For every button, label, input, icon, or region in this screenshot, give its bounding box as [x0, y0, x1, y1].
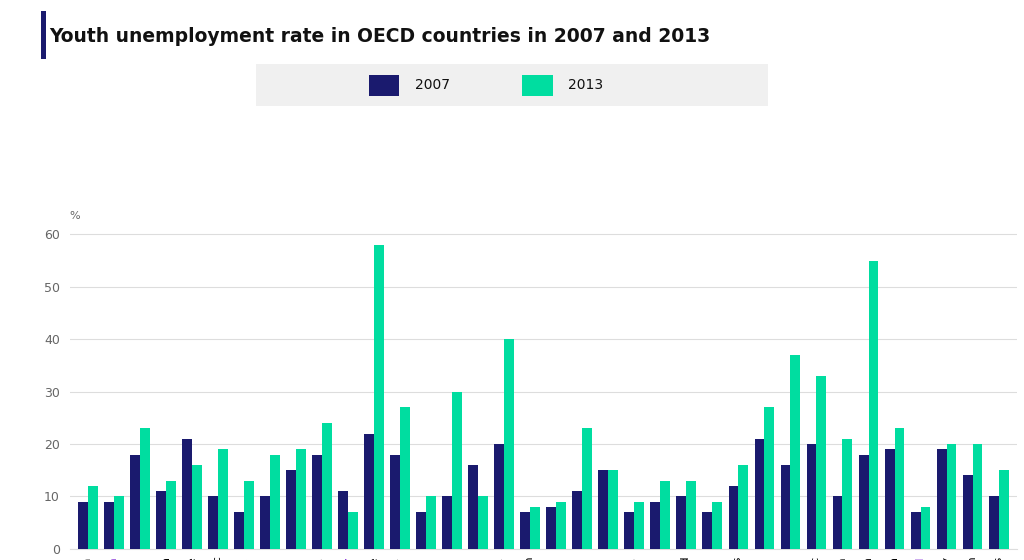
Bar [522, 75, 553, 96]
Bar [677, 496, 686, 549]
Bar [660, 480, 671, 549]
Bar [504, 339, 514, 549]
Text: %: % [70, 211, 80, 221]
Bar [583, 428, 592, 549]
Bar [738, 465, 749, 549]
Bar [88, 486, 97, 549]
Bar [140, 428, 150, 549]
Bar [365, 433, 374, 549]
Bar [634, 502, 644, 549]
Bar [858, 455, 868, 549]
Bar [868, 260, 879, 549]
Bar [442, 496, 453, 549]
Bar [191, 465, 202, 549]
Bar [963, 475, 973, 549]
Bar [755, 439, 765, 549]
Bar [780, 465, 791, 549]
Text: 2013: 2013 [568, 78, 603, 92]
Bar [260, 496, 270, 549]
Bar [547, 507, 556, 549]
Bar [702, 512, 713, 549]
Bar [556, 502, 566, 549]
Bar [234, 512, 244, 549]
Bar [104, 502, 114, 549]
Bar [520, 512, 530, 549]
Bar [895, 428, 904, 549]
Bar [495, 444, 504, 549]
Bar [426, 496, 436, 549]
Bar [338, 491, 348, 549]
Bar [114, 496, 124, 549]
Bar [998, 470, 1009, 549]
Bar [946, 444, 956, 549]
Bar [322, 423, 332, 549]
Bar [453, 391, 462, 549]
Bar [713, 502, 722, 549]
Bar [218, 449, 228, 549]
Bar [625, 512, 634, 549]
Bar [416, 512, 426, 549]
Bar [244, 480, 254, 549]
Bar [843, 439, 852, 549]
Bar [885, 449, 895, 549]
Bar [833, 496, 843, 549]
Bar [973, 444, 982, 549]
Bar [286, 470, 296, 549]
Bar [478, 496, 488, 549]
Bar [921, 507, 931, 549]
Bar [989, 496, 998, 549]
Bar [765, 407, 774, 549]
Bar [686, 480, 696, 549]
Bar [390, 455, 400, 549]
Bar [650, 502, 660, 549]
Bar [530, 507, 540, 549]
Bar [910, 512, 921, 549]
Bar [208, 496, 218, 549]
Text: Youth unemployment rate in OECD countries in 2007 and 2013: Youth unemployment rate in OECD countrie… [49, 27, 711, 46]
Text: 2007: 2007 [415, 78, 450, 92]
Bar [608, 470, 618, 549]
Bar [400, 407, 410, 549]
Bar [270, 455, 280, 549]
Bar [312, 455, 322, 549]
Bar [816, 376, 826, 549]
Bar [369, 75, 399, 96]
Bar [572, 491, 583, 549]
Bar [807, 444, 816, 549]
Bar [296, 449, 306, 549]
Bar [728, 486, 738, 549]
Bar [348, 512, 358, 549]
Bar [374, 245, 384, 549]
Bar [937, 449, 946, 549]
Bar [130, 455, 140, 549]
Bar [78, 502, 88, 549]
Bar [166, 480, 176, 549]
Bar [468, 465, 478, 549]
Bar [156, 491, 166, 549]
Bar [598, 470, 608, 549]
Bar [182, 439, 191, 549]
Bar [791, 355, 801, 549]
